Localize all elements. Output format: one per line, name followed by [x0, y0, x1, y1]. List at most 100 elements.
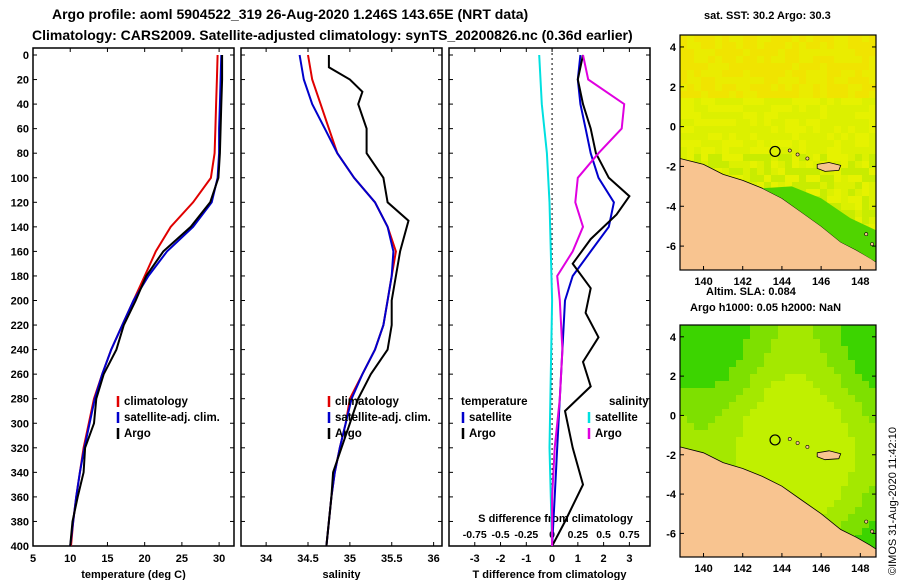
sst-map-lat-label: 2: [670, 82, 676, 94]
sla-map-cell: [736, 437, 743, 444]
sst-map-cell: [771, 140, 778, 147]
sla-map-cell: [722, 325, 729, 332]
sla-map-cell: [841, 381, 848, 388]
sst-map-cell: [736, 42, 743, 49]
sst-map-cell: [841, 84, 848, 91]
sst-map-cell: [820, 119, 827, 126]
sst-map-cell: [862, 203, 869, 210]
depth-tick-label: 200: [11, 296, 29, 308]
sla-map-cell: [862, 402, 869, 409]
sla-map-cell: [708, 374, 715, 381]
sla-map-cell: [722, 332, 729, 339]
sla-map-cell: [799, 444, 806, 451]
sla-map-cell: [687, 437, 694, 444]
sst-map-cell: [799, 112, 806, 119]
sst-map-cell: [764, 112, 771, 119]
sst-map-cell: [813, 154, 820, 161]
sla-map-cell: [799, 472, 806, 479]
sst-map-cell: [771, 175, 778, 182]
sst-map-cell: [743, 70, 750, 77]
sla-map-cell: [701, 374, 708, 381]
sst-map-cell: [750, 119, 757, 126]
sst-map-cell: [778, 147, 785, 154]
sla-map-cell: [799, 402, 806, 409]
sla-map-cell: [841, 465, 848, 472]
sla-map-cell: [750, 339, 757, 346]
sst-map-cell: [799, 175, 806, 182]
sst-map-cell: [764, 119, 771, 126]
sla-map-cell: [771, 395, 778, 402]
sst-map-cell: [792, 154, 799, 161]
sla-map-cell: [785, 353, 792, 360]
sst-map-cell: [764, 140, 771, 147]
sst-map-cell: [680, 35, 687, 42]
sla-map-cell: [687, 402, 694, 409]
sla-map-cell: [848, 514, 855, 521]
sla-map-cell: [729, 458, 736, 465]
sst-map-cell: [820, 98, 827, 105]
sla-map-cell: [869, 416, 876, 423]
sst-map-cell: [715, 84, 722, 91]
sst-map-cell: [848, 119, 855, 126]
sla-map-cell: [715, 339, 722, 346]
sla-map-cell: [855, 339, 862, 346]
sla-map-lat-label: 2: [670, 371, 676, 383]
depth-tick-label: 0: [23, 50, 29, 62]
sst-map-cell: [743, 154, 750, 161]
sla-map-cell: [813, 472, 820, 479]
sla-map-cell: [848, 486, 855, 493]
sla-map-cell: [792, 423, 799, 430]
sla-map-cell: [708, 430, 715, 437]
sla-map-cell: [806, 360, 813, 367]
sst-map-cell: [827, 63, 834, 70]
sla-map-cell: [792, 346, 799, 353]
sla-map-cell: [792, 374, 799, 381]
sla-map-cell: [834, 444, 841, 451]
sla-map-cell: [799, 409, 806, 416]
sla-map-title: Altim. SLA: 0.084: [706, 286, 796, 298]
sst-map-cell: [848, 161, 855, 168]
sst-map-cell: [869, 140, 876, 147]
sst-map-cell: [743, 112, 750, 119]
sla-map-cell: [813, 346, 820, 353]
sla-map-cell: [799, 423, 806, 430]
sla-map-cell: [820, 374, 827, 381]
sst-map-cell: [778, 112, 785, 119]
sst-map-cell: [813, 182, 820, 189]
sla-map-cell: [701, 444, 708, 451]
sst-map-islet: [795, 152, 800, 157]
sla-map-cell: [848, 409, 855, 416]
sst-map-cell: [771, 119, 778, 126]
sla-map-cell: [820, 493, 827, 500]
sst-map-cell: [834, 168, 841, 175]
difference-xlabel: T difference from climatology: [472, 569, 627, 580]
sla-map-cell: [743, 360, 750, 367]
sst-map-cell: [736, 56, 743, 63]
sla-map-cell: [729, 402, 736, 409]
sst-map-cell: [708, 70, 715, 77]
sst-map-cell: [750, 133, 757, 140]
sla-map-cell: [771, 381, 778, 388]
sla-map-cell: [813, 486, 820, 493]
sla-map-cell: [715, 395, 722, 402]
sla-map-cell: [687, 388, 694, 395]
sla-map-cell: [715, 353, 722, 360]
sst-map-cell: [750, 154, 757, 161]
sla-map-cell: [806, 437, 813, 444]
sst-map-cell: [701, 140, 708, 147]
sla-map-cell: [736, 416, 743, 423]
temperature-series-argo: [69, 55, 224, 547]
sst-map-lat-label: 4: [670, 42, 677, 54]
sst-map-cell: [820, 63, 827, 70]
sla-map-cell: [764, 367, 771, 374]
sst-map-cell: [680, 70, 687, 77]
sst-map-cell: [736, 126, 743, 133]
sst-map-cell: [771, 56, 778, 63]
sla-map-cell: [827, 458, 834, 465]
sla-map-cell: [778, 388, 785, 395]
sst-map-cell: [841, 196, 848, 203]
sla-map-cell: [736, 402, 743, 409]
sst-map-cell: [764, 182, 771, 189]
sla-map-cell: [848, 444, 855, 451]
sla-map-cell: [750, 346, 757, 353]
